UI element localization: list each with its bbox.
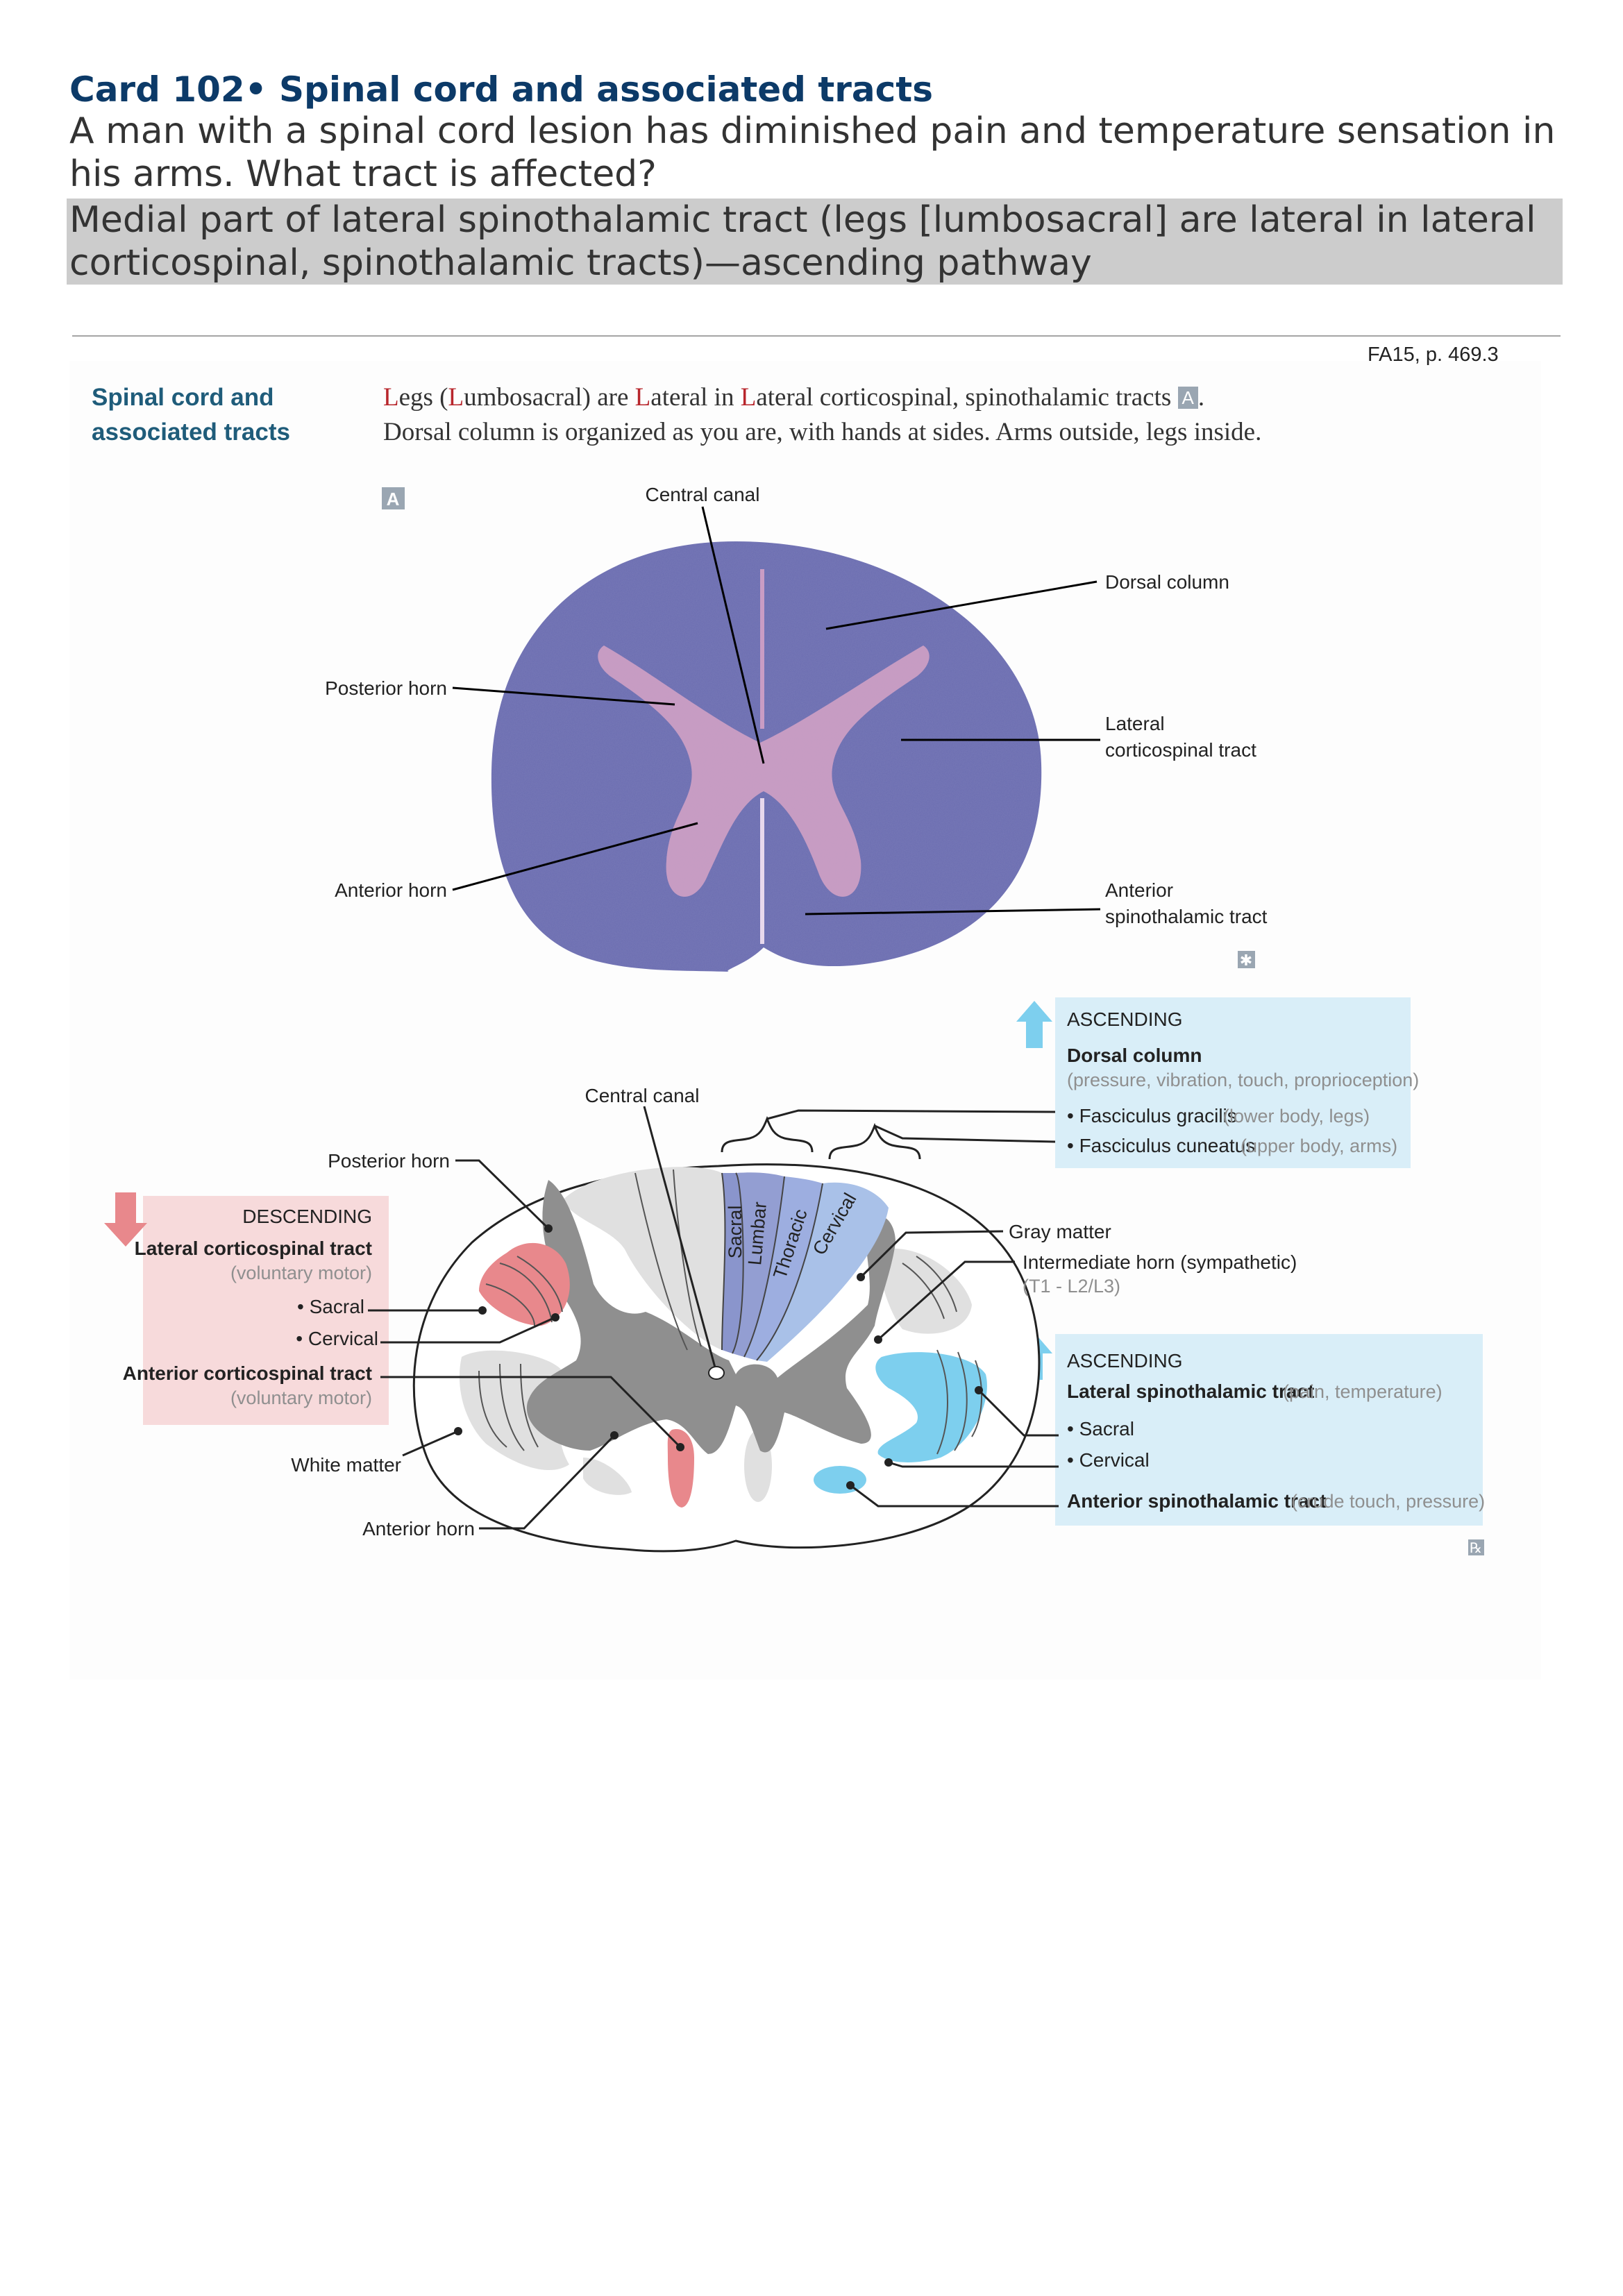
left-anterior-lines <box>478 1363 539 1451</box>
section-title-line2: associated tracts <box>92 419 290 446</box>
white-matter-left-ventral <box>583 1458 632 1495</box>
figure-a-label: A <box>387 489 400 509</box>
central-canal-dot <box>708 1366 725 1380</box>
leader-anterior-stt <box>805 908 1101 915</box>
label-posterior-horn-histo: Posterior horn <box>325 677 447 699</box>
divider <box>72 335 1561 337</box>
descending-anterior-note: (voluntary motor) <box>230 1387 372 1408</box>
lcst-lines <box>485 1256 563 1326</box>
descending-cervical: • Cervical <box>296 1328 378 1349</box>
mnemonic-text: ateral corticospinal, spinothalamic trac… <box>756 383 1178 412</box>
label-anterior-horn-histo: Anterior horn <box>335 879 447 901</box>
label-intermediate-note: (T1 - L2/L3) <box>1023 1276 1120 1297</box>
mnemonic-letter: L <box>383 383 399 412</box>
card-question: A man with a spinal cord lesion has dimi… <box>69 110 1556 195</box>
leader-central-canal <box>701 506 765 764</box>
ascending-lateral-box <box>1055 1334 1483 1526</box>
mnemonic-text: egs ( <box>398 383 448 412</box>
mnemonic-line1: Legs (Lumbosacral) are Lateral in Latera… <box>383 380 1261 415</box>
mnemonic: Legs (Lumbosacral) are Lateral in Latera… <box>383 380 1261 450</box>
section-title-line1: Spinal cord and <box>92 384 274 411</box>
descending-sacral: • Sacral <box>297 1296 364 1317</box>
white-matter-left-anterior <box>459 1350 569 1471</box>
label-dorsal-column-histo: Dorsal column <box>1105 571 1229 593</box>
mnemonic-line2: Dorsal column is organized as you are, w… <box>383 418 1262 446</box>
page-reference: FA15, p. 469.3 <box>1368 344 1499 366</box>
leader-posterior-horn <box>452 686 675 706</box>
descending-lateral-note: (voluntary motor) <box>230 1263 372 1283</box>
cuneatus-note: (upper body, arms) <box>1241 1136 1397 1156</box>
dorsal-segment-sacral <box>722 1173 743 1353</box>
rx-icon: ℞ <box>1470 1541 1482 1556</box>
mnemonic-letter: L <box>634 383 651 412</box>
dorsal-segment-lumbar <box>732 1172 784 1357</box>
card-title: Card 102• Spinal cord and associated tra… <box>69 69 933 110</box>
lateral-spinothalamic-tract <box>875 1352 987 1462</box>
histology-gray-matter <box>598 645 930 897</box>
dorsal-column-title: Dorsal column <box>1067 1045 1202 1066</box>
rx-badge <box>1468 1539 1484 1555</box>
label-white-matter: White matter <box>291 1454 401 1476</box>
dorsal-segment-thoracic <box>744 1176 823 1360</box>
mnemonic-letter: L <box>448 383 464 412</box>
tract-diagram: DESCENDING Lateral corticospinal tract (… <box>104 997 1485 1556</box>
lateral-stt-title: Lateral spinothalamic tract <box>1067 1381 1314 1402</box>
histology-figure: A Central canal Dorsal column Posterior … <box>325 484 1268 972</box>
anterior-corticospinal-tract <box>667 1429 694 1508</box>
segment-label-sacral: Sacral <box>725 1206 746 1259</box>
dorsal-segment-cervical <box>757 1182 889 1362</box>
mnemonic-letter: L <box>740 383 757 412</box>
ascending-lateral-header: ASCENDING <box>1067 1350 1182 1371</box>
label-central-canal-histo: Central canal <box>646 484 760 505</box>
descending-box <box>143 1196 389 1425</box>
label-anterior-stt-histo-1: Anterior <box>1105 879 1173 901</box>
label-anterior-stt-histo-2: spinothalamic tract <box>1105 906 1268 927</box>
descending-arrow-icon <box>104 1192 147 1247</box>
mnemonic-end: . <box>1197 383 1205 412</box>
descending-lateral-title: Lateral corticospinal tract <box>135 1238 372 1259</box>
label-central-canal: Central canal <box>585 1085 700 1106</box>
ascending-arrow-icon <box>1016 1001 1052 1048</box>
gracilis-label: • Fasciculus gracilis <box>1067 1105 1237 1126</box>
dorsal-segment-lines <box>721 1172 823 1361</box>
anterior-stt-title: Anterior spinothalamic tract <box>1067 1490 1326 1512</box>
star-icon: ✱ <box>1240 952 1252 969</box>
anterior-stt-note: (crude touch, pressure) <box>1291 1491 1485 1512</box>
white-matter-right-lateral <box>880 1248 972 1334</box>
figure-a-marker: A <box>1177 387 1198 409</box>
lateral-stt-sacral: • Sacral <box>1067 1418 1134 1440</box>
white-matter-left-posterior <box>562 1167 725 1350</box>
brace-cuneatus <box>828 1122 921 1160</box>
section-title: Spinal cord and associated tracts <box>92 380 290 450</box>
lstt-lines <box>936 1349 982 1455</box>
brace-gracilis <box>721 1115 814 1153</box>
anterior-spinothalamic-tract <box>814 1466 866 1494</box>
dorsal-column-note: (pressure, vibration, touch, propriocept… <box>1067 1070 1419 1090</box>
star-badge <box>1238 951 1255 968</box>
descending-header: DESCENDING <box>242 1206 372 1227</box>
lateral-stt-note: (pain, temperature) <box>1283 1381 1443 1402</box>
ascending-dorsal-box <box>1055 997 1411 1168</box>
leader-dorsal-column <box>825 580 1098 630</box>
mnemonic-text: umbosacral) are <box>464 383 635 412</box>
ascending-dorsal-header: ASCENDING <box>1067 1008 1182 1030</box>
diagram-leader-dots <box>454 1224 983 1489</box>
descending-anterior-title: Anterior corticospinal tract <box>123 1362 372 1384</box>
cuneatus-label: • Fasciculus cuneatus <box>1067 1135 1255 1156</box>
diagram-leaders <box>368 1106 1059 1530</box>
label-gray-matter: Gray matter <box>1009 1221 1111 1242</box>
mnemonic-text: ateral in <box>650 383 741 412</box>
label-lateral-cst-histo-1: Lateral <box>1105 713 1165 734</box>
card-answer: Medial part of lateral spinothalamic tra… <box>67 199 1563 285</box>
label-lateral-cst-histo-2: corticospinal tract <box>1105 739 1256 761</box>
label-posterior-horn: Posterior horn <box>328 1150 450 1172</box>
figure-a-box <box>382 487 405 509</box>
lateral-stt-cervical: • Cervical <box>1067 1449 1150 1471</box>
left-dorsal-lines <box>634 1169 702 1351</box>
label-intermediate-horn: Intermediate horn (sympathetic) <box>1023 1251 1297 1273</box>
gracilis-note: (lower body, legs) <box>1223 1106 1370 1126</box>
label-anterior-horn: Anterior horn <box>362 1518 475 1539</box>
leader-anterior-horn <box>452 822 698 891</box>
